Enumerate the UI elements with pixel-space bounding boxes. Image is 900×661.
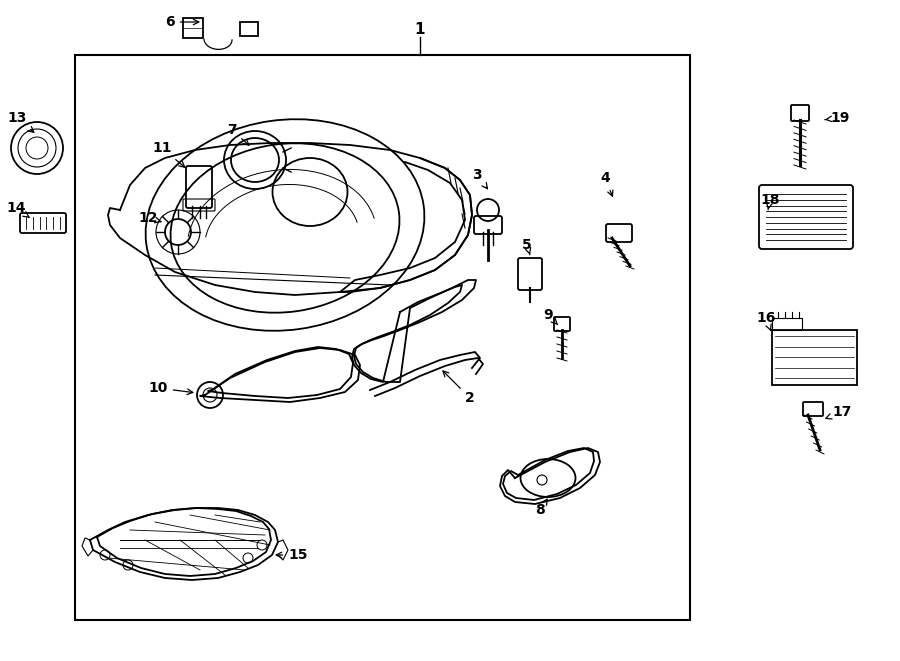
Text: 16: 16 xyxy=(756,311,776,330)
Text: 15: 15 xyxy=(276,548,308,562)
Text: 6: 6 xyxy=(166,15,199,29)
Bar xyxy=(183,18,203,38)
Text: 9: 9 xyxy=(544,308,558,325)
Text: 8: 8 xyxy=(536,499,547,517)
Text: 7: 7 xyxy=(227,123,249,145)
Text: 2: 2 xyxy=(443,371,475,405)
Text: 12: 12 xyxy=(139,211,161,225)
Text: 3: 3 xyxy=(472,168,488,188)
Text: 10: 10 xyxy=(148,381,193,395)
Bar xyxy=(75,55,690,620)
Text: 17: 17 xyxy=(826,405,851,419)
Text: 18: 18 xyxy=(760,193,779,210)
Text: 13: 13 xyxy=(7,111,34,132)
Text: 1: 1 xyxy=(415,22,425,38)
Bar xyxy=(772,330,857,385)
Bar xyxy=(240,22,258,36)
Bar xyxy=(772,318,802,330)
Text: 14: 14 xyxy=(6,201,29,217)
Text: 19: 19 xyxy=(824,111,850,125)
Text: 11: 11 xyxy=(152,141,184,167)
Text: 4: 4 xyxy=(600,171,613,196)
Text: 5: 5 xyxy=(522,238,532,254)
